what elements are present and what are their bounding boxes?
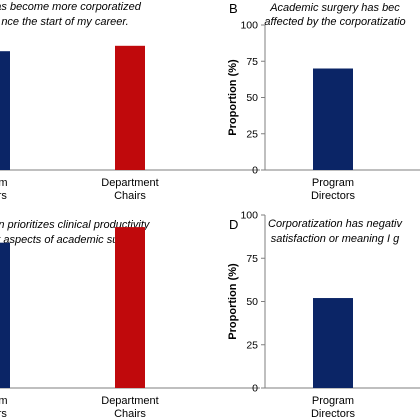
- panel-title-line: ation prioritizes clinical productivity: [0, 219, 151, 231]
- y-axis-label: Proportion (%): [227, 59, 239, 136]
- y-tick-label: 75: [246, 56, 258, 68]
- panel-title-line: her aspects of academic surgery.: [0, 234, 146, 246]
- category-label: Program Directors: [311, 395, 356, 420]
- y-tick-label: 100: [240, 210, 258, 222]
- panel-letter: D: [229, 217, 238, 232]
- bar: [313, 68, 353, 170]
- panel-letter: B: [229, 1, 238, 16]
- bar: [0, 242, 10, 388]
- panel-title-line: has become more corporatized: [0, 1, 142, 13]
- y-tick-label: 25: [246, 128, 258, 140]
- y-tick-label: 100: [240, 20, 258, 32]
- y-tick-label: 50: [246, 92, 258, 104]
- bar: [115, 227, 145, 388]
- panel-title-line: satisfaction or meaning I g: [271, 233, 400, 245]
- y-tick-label: 0: [252, 165, 258, 177]
- y-axis-label: Proportion (%): [227, 263, 239, 340]
- panel-title-line: Corporatization has negativ: [268, 218, 403, 230]
- bar: [313, 298, 353, 388]
- bar: [115, 45, 145, 170]
- category-label: Department Chairs: [101, 395, 158, 420]
- bar: [0, 51, 10, 171]
- y-tick-label: 75: [246, 253, 258, 265]
- panel-title-line: Academic surgery has bec: [269, 2, 400, 14]
- category-label: gramctors: [0, 395, 8, 420]
- category-label: Department Chairs: [101, 177, 158, 202]
- category-label: gramctors: [0, 177, 8, 202]
- category-label: Program Directors: [311, 177, 356, 202]
- y-tick-label: 0: [252, 383, 258, 395]
- y-tick-label: 50: [246, 296, 258, 308]
- panel-title-line: nce the start of my career.: [1, 16, 128, 28]
- panel-title-line: affected by the corporatizatio: [264, 16, 405, 28]
- y-tick-label: 25: [246, 339, 258, 351]
